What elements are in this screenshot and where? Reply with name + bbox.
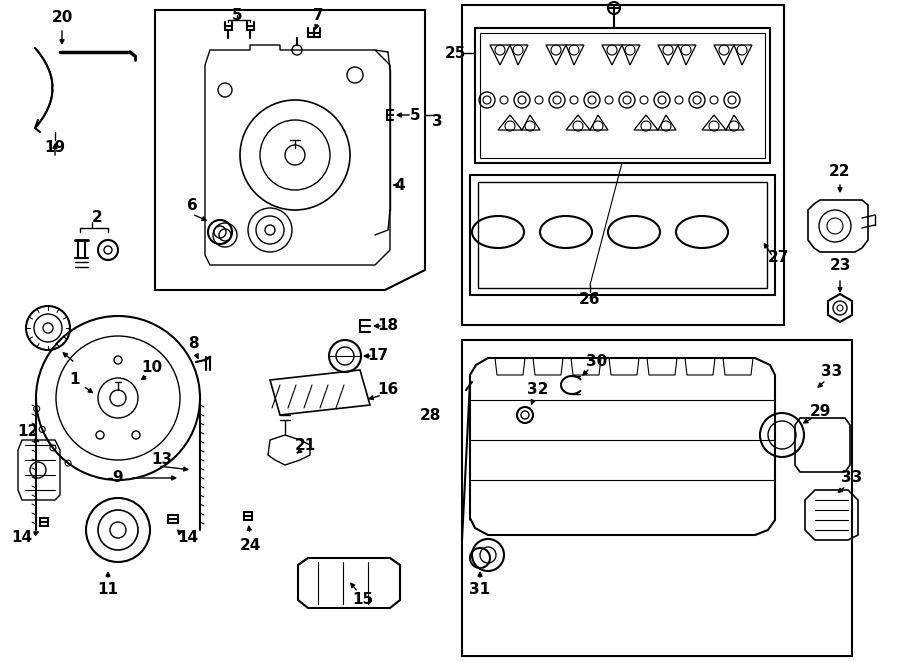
Text: 27: 27 <box>768 251 788 266</box>
Text: 25: 25 <box>445 46 465 61</box>
Text: 14: 14 <box>177 531 199 545</box>
Bar <box>480 33 765 158</box>
Text: 33: 33 <box>822 364 842 379</box>
Text: 10: 10 <box>141 360 163 375</box>
Text: 1: 1 <box>70 373 80 387</box>
Bar <box>462 5 784 325</box>
Text: 22: 22 <box>829 165 850 180</box>
Text: 3: 3 <box>432 114 442 130</box>
Text: 32: 32 <box>527 383 549 397</box>
Text: 20: 20 <box>51 11 73 26</box>
Text: 13: 13 <box>151 453 173 467</box>
Text: 26: 26 <box>580 293 601 307</box>
Text: 21: 21 <box>294 438 316 453</box>
Bar <box>475 28 770 163</box>
Text: 11: 11 <box>97 582 119 598</box>
Text: 14: 14 <box>12 531 32 545</box>
Text: 31: 31 <box>470 582 490 598</box>
Bar <box>478 182 767 288</box>
Text: 12: 12 <box>17 424 39 440</box>
Bar <box>470 175 775 295</box>
Text: 30: 30 <box>587 354 608 369</box>
Text: 6: 6 <box>186 198 197 212</box>
Text: 5: 5 <box>410 108 420 122</box>
Text: 18: 18 <box>377 319 399 334</box>
Bar <box>462 340 852 656</box>
Text: 17: 17 <box>367 348 389 364</box>
Text: 16: 16 <box>377 383 399 397</box>
Text: 29: 29 <box>809 405 831 420</box>
Text: 23: 23 <box>829 258 850 274</box>
Text: 2: 2 <box>92 210 103 225</box>
Text: 19: 19 <box>44 141 66 155</box>
Text: 7: 7 <box>312 7 323 22</box>
Text: 28: 28 <box>419 407 441 422</box>
Text: 8: 8 <box>188 336 198 350</box>
Text: 33: 33 <box>842 471 862 485</box>
Text: 5: 5 <box>231 7 242 22</box>
Text: 24: 24 <box>239 537 261 553</box>
Text: 4: 4 <box>395 178 405 192</box>
Text: 15: 15 <box>353 592 374 607</box>
Text: 9: 9 <box>112 471 123 485</box>
